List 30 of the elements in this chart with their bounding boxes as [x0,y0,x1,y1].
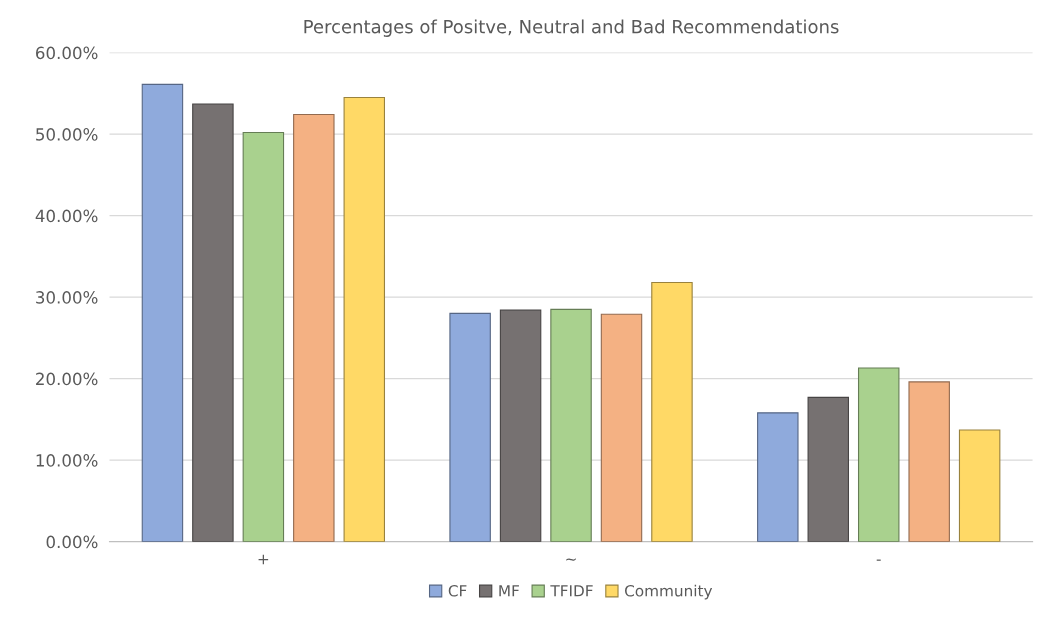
bar [958,429,1001,542]
bar [807,396,850,542]
legend-label: TFIDF [550,585,593,597]
y-tick-label: 20.00% [36,372,98,386]
bar [449,312,491,542]
bar [242,131,285,542]
x-tick-label: - [876,559,881,561]
x-tick-label: + [258,554,269,565]
bar [600,313,643,542]
chart-title: Percentages of Positve, Neutral and Bad Recommendations [304,19,839,37]
y-tick-label: 60.00% [36,46,98,60]
bar [550,308,592,542]
y-tick-label: 50.00% [36,128,98,141]
y-tick-label: 10.00% [36,454,98,467]
y-tick-label: 30.00% [36,291,98,304]
legend-label: MF [499,585,519,597]
legend-label: CF [448,584,467,597]
bar [757,412,799,542]
bar [499,309,542,542]
bar [857,367,900,542]
bar [908,381,950,542]
bar [141,83,184,542]
bar [651,281,693,542]
bar [192,103,234,542]
bar [343,96,386,542]
y-tick-label: 0.00% [46,535,98,549]
y-tick-label: 40.00% [35,209,98,223]
x-tick-label: ~ [566,558,576,561]
legend-label: Community [624,584,713,600]
bar [293,114,335,542]
